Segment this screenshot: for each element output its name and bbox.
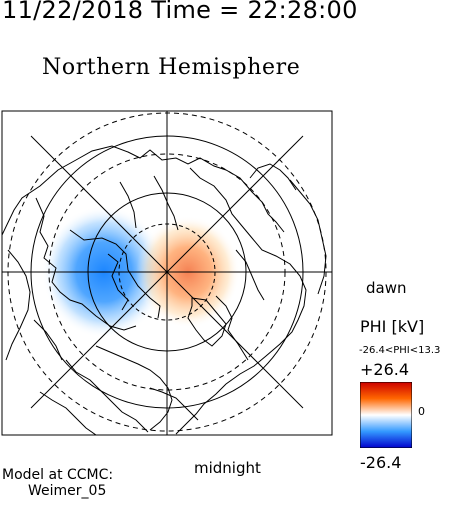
meridians [2, 111, 332, 435]
time-separator: = [219, 0, 240, 24]
colorbar-title: PHI [kV] [360, 317, 425, 336]
dawn-label: dawn [366, 279, 407, 297]
time-label: Time [151, 0, 212, 24]
map-title: Northern Hemisphere [42, 55, 301, 80]
coastlines [2, 145, 327, 435]
colorbar-range: -26.4<PHI<13.3 [359, 345, 441, 356]
colorbar-min-label: -26.4 [360, 453, 402, 472]
timestamp-header: 11/22/2018 Time = 22:28:00 [2, 0, 358, 24]
model-credit-line1: Model at CCMC: [2, 467, 114, 483]
colorbar-gradient [360, 382, 412, 448]
midnight-label: midnight [194, 459, 261, 477]
colorbar [360, 382, 412, 448]
model-credit-line2: Weimer_05 [28, 483, 107, 499]
colorbar-zero-label: 0 [418, 405, 425, 418]
colorbar-max-label: +26.4 [360, 360, 410, 379]
time-text: 22:28:00 [247, 0, 358, 24]
meridian-diagonal-2 [30, 135, 304, 409]
date-text: 11/22/2018 [2, 0, 144, 24]
